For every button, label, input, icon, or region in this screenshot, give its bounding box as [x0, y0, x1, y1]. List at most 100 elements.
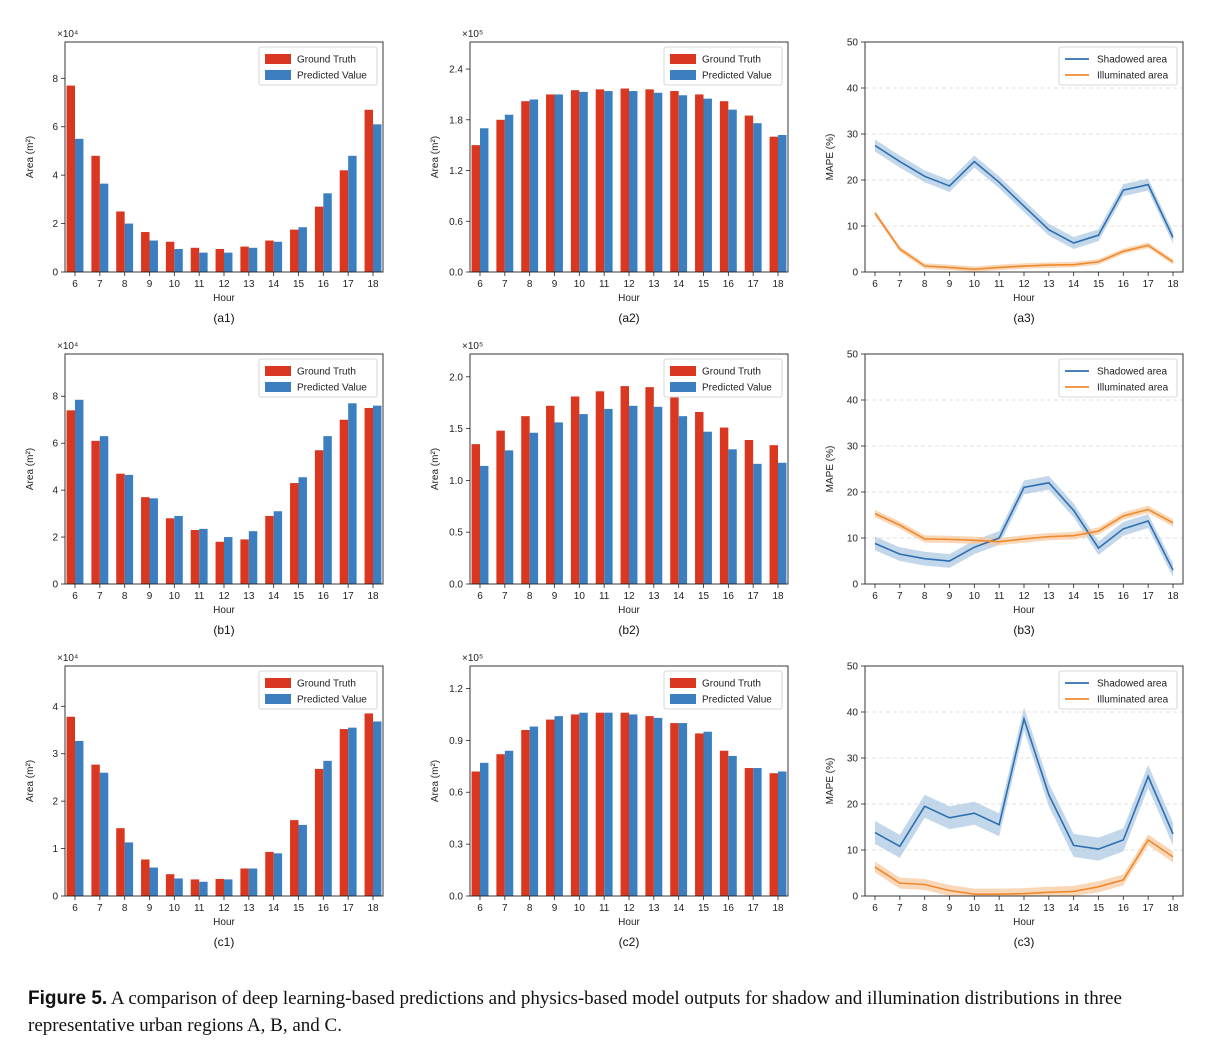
- x-tick-label: 16: [1118, 279, 1130, 290]
- bar-predicted-12: [629, 91, 638, 272]
- y-tick-label: 10: [847, 534, 859, 545]
- y-tick-label: 3: [52, 749, 58, 760]
- x-tick-label: 13: [648, 903, 660, 914]
- bar-ground-truth-18: [769, 445, 778, 584]
- bar-ground-truth-16: [719, 427, 729, 584]
- bar-predicted-15: [703, 98, 712, 272]
- bar-predicted-10: [579, 91, 588, 272]
- x-tick-label: 7: [502, 279, 508, 290]
- y-tick-label: 50: [847, 662, 859, 673]
- x-tick-label: 18: [367, 591, 379, 602]
- bar-ground-truth-17: [744, 115, 754, 272]
- x-tick-label: 7: [502, 903, 508, 914]
- panel-label: (c3): [1014, 935, 1035, 949]
- y-axis-multiplier: ×10⁵: [462, 341, 483, 352]
- y-tick-label: 0.5: [449, 528, 463, 539]
- x-tick-label: 13: [243, 279, 255, 290]
- x-tick-label: 18: [772, 591, 784, 602]
- bar-predicted-7: [99, 436, 109, 584]
- x-tick-label: 17: [1143, 903, 1155, 914]
- bar-ground-truth-6: [471, 444, 480, 584]
- bar-predicted-15: [703, 431, 712, 584]
- x-tick-label: 15: [293, 903, 305, 914]
- bar-predicted-7: [99, 183, 109, 272]
- x-tick-label: 10: [169, 903, 181, 914]
- bar-predicted-12: [224, 252, 233, 272]
- x-tick-label: 8: [122, 903, 128, 914]
- bar-ground-truth-13: [240, 539, 249, 584]
- bar-ground-truth-16: [314, 768, 324, 896]
- x-axis-label: Hour: [213, 293, 235, 304]
- legend-label: Shadowed area: [1097, 55, 1167, 66]
- y-tick-label: 0.9: [449, 736, 463, 747]
- x-tick-label: 12: [1018, 903, 1030, 914]
- panel-label: (b1): [213, 623, 234, 637]
- bar-predicted-9: [554, 94, 563, 272]
- x-tick-label: 11: [994, 903, 1005, 914]
- bar-predicted-15: [703, 731, 712, 896]
- bar-ground-truth-13: [645, 387, 654, 584]
- bar-ground-truth-16: [719, 750, 729, 896]
- x-axis-label: Hour: [1013, 605, 1035, 616]
- x-tick-label: 18: [1167, 591, 1179, 602]
- x-tick-label: 16: [318, 591, 330, 602]
- bar-ground-truth-9: [141, 232, 150, 272]
- y-tick-label: 2: [52, 219, 58, 230]
- bar-ground-truth-7: [91, 764, 100, 896]
- bar-ground-truth-13: [240, 868, 249, 896]
- bar-predicted-11: [604, 408, 613, 584]
- bar-ground-truth-15: [695, 412, 704, 584]
- panel-c3: 0 10 20 30 40 50 6 7 8 9 10 11 12 13 14 15 16 17 18 Hour MAP…: [800, 644, 1200, 954]
- figure-caption: Figure 5. A comparison of deep learning-…: [28, 985, 1198, 1039]
- legend-swatch: [670, 366, 696, 376]
- series-line-illuminated: [874, 838, 1174, 895]
- bar-predicted-15: [298, 227, 307, 272]
- panel-a1: 0 2 4 6 8 6 7 8 9 10 11 12 13 14 15 16 17 18 Hour Area (m²)…: [0, 20, 400, 330]
- x-tick-label: 13: [243, 903, 255, 914]
- bar-ground-truth-8: [116, 828, 125, 896]
- bar-ground-truth-8: [521, 729, 530, 896]
- figure-caption-text: A comparison of deep learning-based pred…: [28, 988, 1122, 1036]
- confidence-band-shadowed: [875, 139, 1173, 249]
- y-tick-label: 50: [847, 350, 859, 361]
- bar-predicted-12: [224, 537, 233, 584]
- bar-ground-truth-6: [471, 145, 480, 272]
- x-tick-label: 14: [673, 591, 685, 602]
- y-tick-label: 0.6: [449, 217, 463, 228]
- legend-swatch: [265, 382, 291, 392]
- x-tick-label: 9: [552, 903, 558, 914]
- x-tick-label: 10: [574, 591, 586, 602]
- y-axis-label: Area (m²): [430, 136, 441, 178]
- bar-ground-truth-17: [744, 439, 754, 584]
- x-axis-label: Hour: [1013, 293, 1035, 304]
- bar-ground-truth-14: [265, 240, 274, 272]
- x-tick-label: 8: [527, 591, 533, 602]
- y-tick-label: 20: [847, 800, 859, 811]
- bar-ground-truth-18: [364, 713, 373, 896]
- x-tick-label: 9: [947, 903, 953, 914]
- bar-predicted-6: [480, 465, 489, 584]
- y-tick-label: 1.0: [449, 476, 463, 487]
- bar-predicted-13: [248, 868, 258, 896]
- x-tick-label: 17: [343, 903, 355, 914]
- x-tick-label: 13: [648, 591, 660, 602]
- x-tick-label: 11: [599, 591, 610, 602]
- x-tick-label: 7: [897, 591, 903, 602]
- bar-ground-truth-9: [546, 405, 555, 584]
- x-tick-label: 12: [218, 903, 230, 914]
- panel-label: (b2): [618, 623, 639, 637]
- series-line-shadowed: [874, 481, 1174, 571]
- x-tick-label: 8: [922, 279, 928, 290]
- bar-ground-truth-12: [215, 249, 224, 272]
- bar-predicted-17: [753, 123, 762, 272]
- x-tick-label: 10: [969, 279, 981, 290]
- y-axis-multiplier: ×10⁵: [462, 653, 483, 664]
- x-tick-label: 16: [318, 279, 330, 290]
- x-tick-label: 10: [969, 903, 981, 914]
- bar-ground-truth-9: [546, 94, 555, 272]
- x-tick-label: 12: [1018, 591, 1030, 602]
- x-tick-label: 15: [1093, 279, 1105, 290]
- bar-ground-truth-10: [570, 90, 580, 272]
- panel-label: (c2): [619, 935, 640, 949]
- bar-predicted-11: [199, 528, 208, 584]
